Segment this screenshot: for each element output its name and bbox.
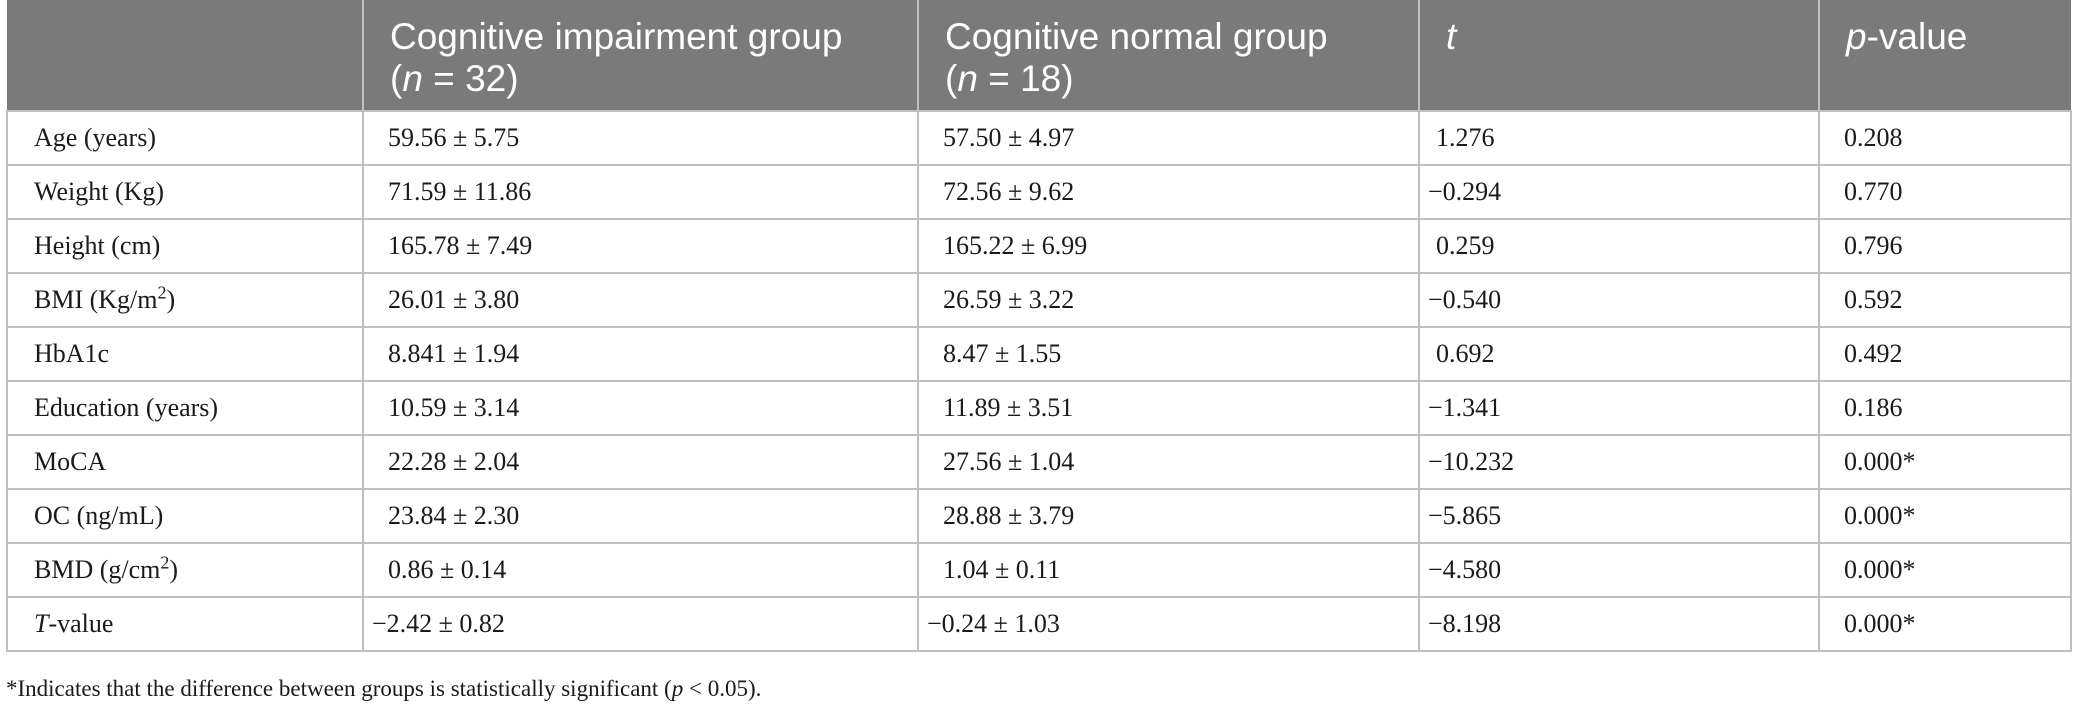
normal-value: 28.88 ± 3.79 — [918, 489, 1420, 544]
row-label: Weight (Kg) — [6, 165, 364, 220]
row-label: T-value — [6, 597, 364, 652]
t-value: 0.692 — [1419, 327, 1820, 382]
row-label: OC (ng/mL) — [6, 489, 364, 544]
impairment-value: 8.841 ± 1.94 — [363, 327, 919, 382]
row-label: MoCA — [6, 435, 364, 490]
normal-value: −0.24 ± 1.03 — [918, 597, 1420, 652]
impairment-value: −2.42 ± 0.82 — [363, 597, 919, 652]
row-label: BMD (g/cm2) — [6, 543, 364, 598]
normal-value: 72.56 ± 9.62 — [918, 165, 1420, 220]
impairment-value: 165.78 ± 7.49 — [363, 219, 919, 274]
impairment-value: 26.01 ± 3.80 — [363, 273, 919, 328]
normal-value: 57.50 ± 4.97 — [918, 111, 1420, 166]
impairment-value: 23.84 ± 2.30 — [363, 489, 919, 544]
normal-value: 165.22 ± 6.99 — [918, 219, 1420, 274]
table-row: T-value −2.42 ± 0.82 −0.24 ± 1.03 −8.198… — [6, 597, 2072, 652]
p-value: 0.592 — [1819, 273, 2072, 328]
p-value: 0.208 — [1819, 111, 2072, 166]
row-label: HbA1c — [6, 327, 364, 382]
normal-value: 27.56 ± 1.04 — [918, 435, 1420, 490]
table-row: MoCA 22.28 ± 2.04 27.56 ± 1.04 −10.232 0… — [6, 435, 2072, 490]
t-value: −8.198 — [1419, 597, 1820, 652]
p-value: 0.000* — [1819, 597, 2072, 652]
t-value: −0.294 — [1419, 165, 1820, 220]
impairment-value: 71.59 ± 11.86 — [363, 165, 919, 220]
impairment-value: 0.86 ± 0.14 — [363, 543, 919, 598]
p-value: 0.796 — [1819, 219, 2072, 274]
t-value: 1.276 — [1419, 111, 1820, 166]
results-table: Cognitive impairment group (n = 32) Cogni… — [6, 0, 2072, 652]
table-row: Weight (Kg) 71.59 ± 11.86 72.56 ± 9.62 −… — [6, 165, 2072, 220]
normal-value: 11.89 ± 3.51 — [918, 381, 1420, 436]
table-row: Education (years) 10.59 ± 3.14 11.89 ± 3… — [6, 381, 2072, 436]
row-label: Education (years) — [6, 381, 364, 436]
normal-value: 26.59 ± 3.22 — [918, 273, 1420, 328]
impairment-value: 22.28 ± 2.04 — [363, 435, 919, 490]
table-row: Age (years) 59.56 ± 5.75 57.50 ± 4.97 1.… — [6, 111, 2072, 166]
t-value: 0.259 — [1419, 219, 1820, 274]
impairment-value: 59.56 ± 5.75 — [363, 111, 919, 166]
table-row: OC (ng/mL) 23.84 ± 2.30 28.88 ± 3.79 −5.… — [6, 489, 2072, 544]
row-label: Age (years) — [6, 111, 364, 166]
t-value: −4.580 — [1419, 543, 1820, 598]
table-row: BMD (g/cm2) 0.86 ± 0.14 1.04 ± 0.11 −4.5… — [6, 543, 2072, 598]
t-value: −0.540 — [1419, 273, 1820, 328]
row-label: Height (cm) — [6, 219, 364, 274]
p-value: 0.000* — [1819, 435, 2072, 490]
header-variable — [7, 0, 364, 112]
header-normal-group: Cognitive normal group (n = 18) — [918, 0, 1420, 112]
p-value: 0.000* — [1819, 543, 2072, 598]
header-impairment-group: Cognitive impairment group (n = 32) — [363, 0, 919, 112]
header-row: Cognitive impairment group (n = 32) Cogni… — [7, 0, 2071, 112]
t-value: −5.865 — [1419, 489, 1820, 544]
t-value: −1.341 — [1419, 381, 1820, 436]
row-label: BMI (Kg/m2) — [6, 273, 364, 328]
p-value: 0.000* — [1819, 489, 2072, 544]
t-value: −10.232 — [1419, 435, 1820, 490]
p-value: 0.770 — [1819, 165, 2072, 220]
header-p-value: p-value — [1819, 0, 2071, 112]
normal-value: 8.47 ± 1.55 — [918, 327, 1420, 382]
table-row: HbA1c 8.841 ± 1.94 8.47 ± 1.55 0.692 0.4… — [6, 327, 2072, 382]
table-row: BMI (Kg/m2) 26.01 ± 3.80 26.59 ± 3.22 −0… — [6, 273, 2072, 328]
normal-value: 1.04 ± 0.11 — [918, 543, 1420, 598]
p-value: 0.492 — [1819, 327, 2072, 382]
impairment-value: 10.59 ± 3.14 — [363, 381, 919, 436]
header-t: t — [1419, 0, 1820, 112]
p-value: 0.186 — [1819, 381, 2072, 436]
table-row: Height (cm) 165.78 ± 7.49 165.22 ± 6.99 … — [6, 219, 2072, 274]
table-footnote: *Indicates that the difference between g… — [6, 676, 762, 701]
